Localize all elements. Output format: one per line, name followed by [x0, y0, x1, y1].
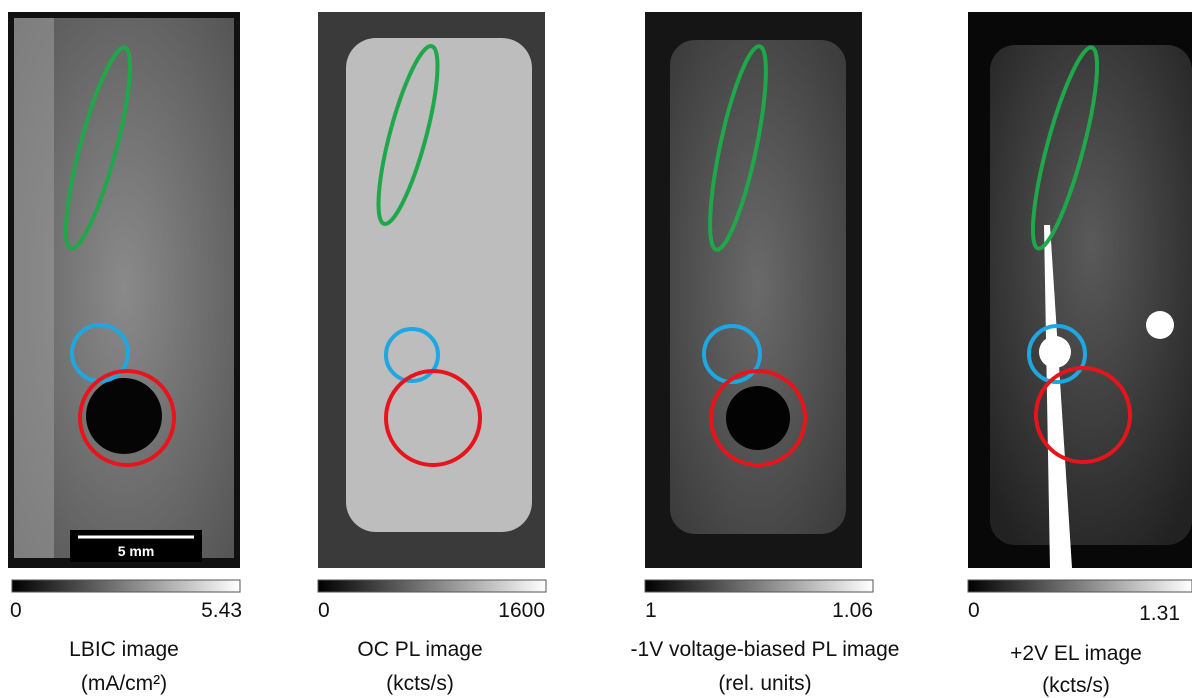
lbic-image: 5 mm: [8, 12, 240, 568]
panel-unit: (kcts/s): [1042, 674, 1110, 697]
colorbar-max: 1600: [498, 599, 545, 622]
colorbar: [644, 579, 874, 593]
colorbar-max: 1.06: [832, 599, 873, 622]
panel-title: -1V voltage-biased PL image: [631, 638, 900, 661]
panel-title: LBIC image: [69, 638, 179, 661]
colorbar-min: 0: [968, 599, 980, 622]
colorbar-max: 1.31: [1139, 602, 1180, 625]
scalebar-label: 5 mm: [118, 543, 155, 559]
panel-title: +2V EL image: [1010, 642, 1142, 665]
panel-title: OC PL image: [357, 638, 482, 661]
colorbar-min: 0: [10, 599, 22, 622]
biased-pl-image: [645, 12, 862, 568]
oc-pl-image: [318, 12, 545, 568]
colorbar: [11, 579, 241, 593]
colorbar: [317, 579, 547, 593]
panel-unit: (mA/cm²): [81, 672, 167, 695]
colorbars: [11, 579, 1192, 593]
colorbar-max: 5.43: [201, 599, 242, 622]
colorbar-min: 1: [645, 599, 657, 622]
panel-unit: (kcts/s): [386, 672, 454, 695]
colorbar-min: 0: [318, 599, 330, 622]
panel-unit: (rel. units): [718, 672, 811, 695]
el-image: [968, 12, 1192, 568]
colorbar: [967, 579, 1192, 593]
